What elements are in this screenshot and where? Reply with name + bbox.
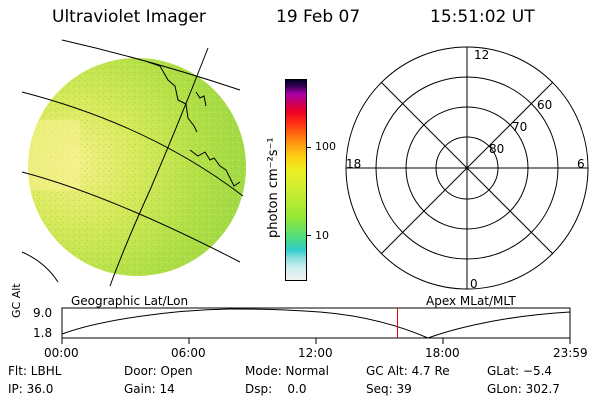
colorbar-tick-10-mark: [306, 235, 311, 236]
date-display: 19 Feb 07: [276, 7, 361, 27]
colorbar-tick-10: 10: [315, 229, 329, 242]
mlt-label-12: 12: [474, 48, 490, 62]
status-glon: GLon: 302.7: [487, 382, 560, 396]
altitude-curve: [61, 308, 571, 339]
time-tick-1800: 18:00: [425, 346, 460, 360]
lat-label-70: 70: [512, 120, 528, 134]
lat-label-60: 60: [537, 98, 553, 112]
colorbar-tick-100-mark: [306, 147, 311, 148]
geo-projection-label: Geographic Lat/Lon: [71, 294, 189, 308]
time-tick-1200: 12:00: [298, 346, 333, 360]
time-tick-0600: 06:00: [171, 346, 206, 360]
mlt-label-18: 18: [346, 157, 362, 171]
coastline: [147, 61, 241, 187]
status-ip: IP: 36.0: [8, 382, 54, 396]
mlt-label-0: 0: [470, 277, 478, 291]
status-gc-alt: GC Alt: 4.7 Re: [366, 364, 450, 378]
time-tick-0000: 00:00: [44, 346, 79, 360]
status-gain: Gain: 14: [124, 382, 175, 396]
app-title: Ultraviolet Imager: [52, 7, 206, 27]
time-display: 15:51:02 UT: [430, 7, 535, 27]
altitude-ylabel: GC Alt: [10, 283, 23, 318]
status-seq: Seq: 39: [366, 382, 412, 396]
status-dsp: Dsp: 0.0: [245, 382, 307, 396]
status-door: Door: Open: [124, 364, 193, 378]
colorbar-tick-100: 100: [315, 140, 336, 153]
time-tick-2359: 23:59: [553, 346, 588, 360]
altitude-ytick-min: 1.8: [33, 326, 53, 340]
mlt-label-6: 6: [577, 157, 585, 171]
status-filter: Flt: LBHL: [8, 364, 62, 378]
status-glat: GLat: −5.4: [487, 364, 553, 378]
altitude-ytick-max: 9.0: [33, 306, 53, 320]
apex-projection-label: Apex MLat/MLT: [426, 294, 516, 308]
status-mode: Mode: Normal: [245, 364, 329, 378]
lat-label-80: 80: [489, 142, 505, 156]
colorbar: [285, 79, 307, 281]
